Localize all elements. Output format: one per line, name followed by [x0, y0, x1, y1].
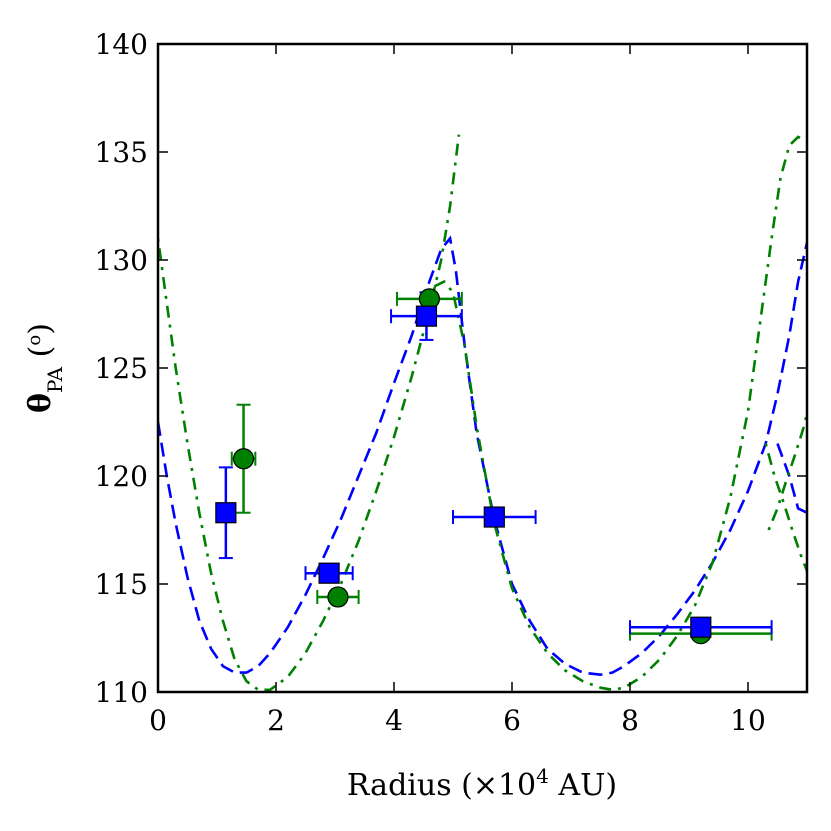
blue-point	[215, 502, 237, 524]
y-axis-title: θPA (o)	[23, 323, 67, 413]
x-tick-label: 6	[503, 704, 521, 737]
x-tick-label: 8	[621, 704, 639, 737]
green-dashdot-model-segment-2	[764, 443, 807, 572]
x-axis-title-sup: 4	[536, 764, 549, 788]
green-dashdot-model-segment-0	[158, 134, 461, 692]
blue-point	[483, 506, 505, 528]
axes	[156, 42, 809, 694]
y-tick-label: 140	[95, 28, 148, 61]
x-tick-label: 10	[730, 704, 766, 737]
blue-dashed-model-segment-0	[158, 235, 807, 677]
y-tick-label: 110	[95, 676, 148, 709]
blue-dashed-model-segment-1	[776, 443, 807, 514]
green-dashdot-model-segment-3	[767, 413, 807, 531]
blue-point	[690, 616, 712, 638]
y-tick-label: 120	[95, 460, 148, 493]
x-tick-label: 4	[385, 704, 403, 737]
y-tick-label: 130	[95, 244, 148, 277]
data-markers	[215, 288, 712, 645]
y-tick-label: 115	[95, 568, 148, 601]
y-tick-label: 135	[95, 136, 148, 169]
error-bars	[218, 291, 773, 641]
green-point	[327, 586, 349, 608]
tick-labels: 0 2 4 6 8 10 110 115 120 125 130 135 140	[95, 28, 766, 737]
blue-point	[318, 562, 340, 584]
plot-frame	[156, 42, 809, 694]
x-tick-label: 2	[267, 704, 285, 737]
y-tick-label: 125	[95, 352, 148, 385]
x-axis-title: Radius (×104 AU)	[347, 764, 617, 803]
blue-point	[415, 305, 438, 327]
green-dashdot-model-segment-1	[425, 135, 807, 692]
x-tick-label: 0	[149, 704, 167, 737]
model-lines	[158, 134, 807, 692]
green-point	[232, 448, 255, 470]
